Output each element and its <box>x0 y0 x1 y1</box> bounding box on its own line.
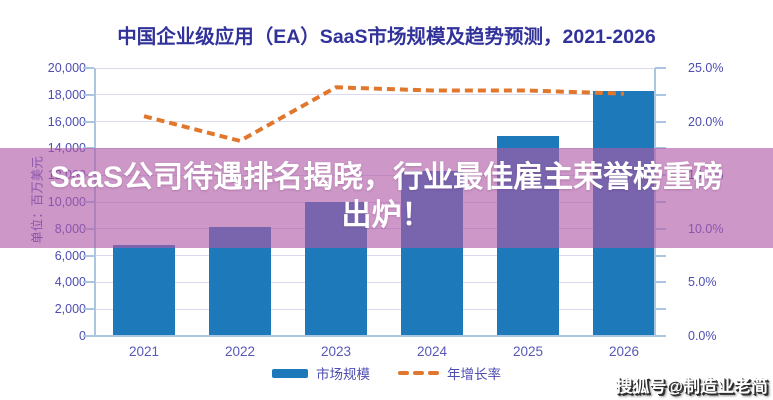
gridline <box>95 94 655 96</box>
right-tick-mark <box>655 254 666 257</box>
left-tick-mark <box>83 67 94 69</box>
left-tick-mark <box>83 308 94 311</box>
right-tick-label: 0.0% <box>688 329 717 343</box>
chart-title: 中国企业级应用（EA）SaaS市场规模及趋势预测，2021-2026 <box>117 26 656 48</box>
right-tick-label: 20.0% <box>688 114 724 129</box>
headline-line2: 出炉！ <box>341 199 432 232</box>
left-tick-label: 16,000 <box>47 114 86 129</box>
right-tick-mark <box>655 335 666 337</box>
category-label-2025: 2025 <box>512 344 544 359</box>
gridline <box>95 67 655 69</box>
right-tick-mark <box>655 67 666 69</box>
left-tick-mark <box>83 335 94 337</box>
legend-item-growth-rate: 年增长率 <box>398 363 501 383</box>
bar-swatch-icon <box>272 368 308 378</box>
watermark-account: 搜狐号@制造业老简 <box>615 377 768 396</box>
headline-line1: SaaS公司待遇排名揭晓，行业最佳雇主荣誉榜重磅 <box>49 161 724 194</box>
left-tick-label: 2,000 <box>54 302 86 317</box>
gridline <box>95 308 655 310</box>
gridline <box>95 255 655 257</box>
legend-market-size-label: 市场规模 <box>316 367 370 382</box>
left-tick-label: 0 <box>0 329 86 343</box>
right-tick-label: 5.0% <box>688 275 717 290</box>
x-axis-line <box>85 335 657 337</box>
category-label-2022: 2022 <box>224 344 256 359</box>
legend-growth-rate-label: 年增长率 <box>447 367 501 382</box>
right-tick-mark <box>655 120 666 123</box>
legend-item-market-size: 市场规模 <box>272 363 370 383</box>
left-tick-mark <box>83 120 94 123</box>
right-tick-mark <box>655 308 666 311</box>
growth-rate-line <box>143 85 625 144</box>
category-label-2023: 2023 <box>320 344 352 359</box>
category-label-2026: 2026 <box>608 344 640 359</box>
right-tick-mark <box>655 281 666 284</box>
category-label-2021: 2021 <box>128 344 160 359</box>
left-tick-label: 6,000 <box>54 248 86 263</box>
left-tick-label: 20,000 <box>47 61 86 75</box>
gridline <box>95 281 655 283</box>
left-tick-mark <box>83 93 94 96</box>
category-label-2024: 2024 <box>416 344 448 359</box>
gridline <box>95 121 655 123</box>
left-tick-label: 4,000 <box>54 275 86 290</box>
right-tick-mark <box>655 93 666 96</box>
right-tick-label: 25.0% <box>688 61 724 75</box>
growth-line-layer <box>143 85 625 144</box>
dashed-line-icon <box>398 371 439 375</box>
bar-2021 <box>113 244 175 336</box>
left-tick-mark <box>83 254 94 257</box>
left-tick-mark <box>83 281 94 284</box>
headline-overlay-band: SaaS公司待遇排名揭晓，行业最佳雇主荣誉榜重磅 出炉！ <box>0 148 773 248</box>
left-tick-label: 18,000 <box>47 87 86 102</box>
chart-legend: 市场规模 年增长率 <box>0 363 773 383</box>
